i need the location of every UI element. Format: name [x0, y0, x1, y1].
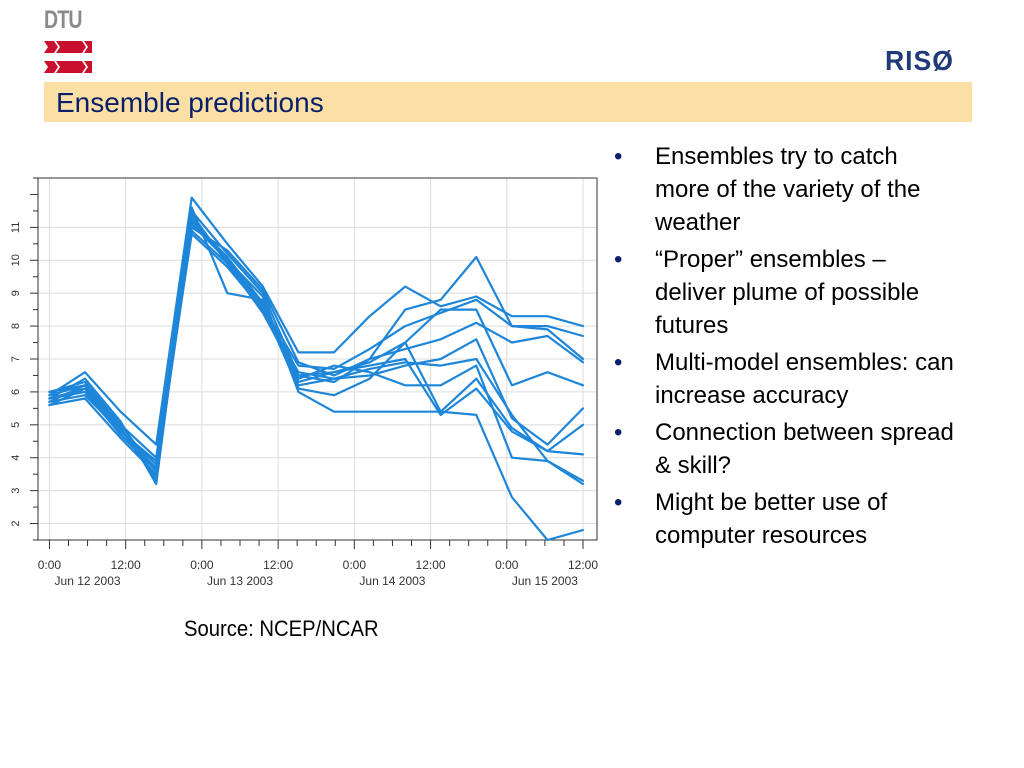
y-tick-label: 6: [10, 389, 22, 395]
bullet-item: • Connection between spread & skill?: [612, 416, 1022, 482]
dtu-emblem-icon: [44, 41, 92, 73]
ensemble-chart: 2 3 4 5 6 7 8 9 10 11 0:00 12:00 0:00 12:00 0:00 12:00 0…: [10, 177, 598, 588]
dtu-logo: DTU: [44, 6, 96, 78]
y-tick-label: 5: [10, 422, 22, 428]
bullet-dot-icon: •: [614, 246, 623, 273]
x-tick-label: 0:00: [495, 558, 519, 572]
y-tick-label: 2: [10, 520, 22, 526]
bullet-line: Connection between spread: [655, 419, 954, 446]
bullet-item: • Ensembles try to catch more of the varie…: [612, 140, 1022, 239]
page-title: Ensemble predictions: [56, 87, 324, 118]
y-tick-label: 8: [10, 323, 22, 329]
x-tick-label: 0:00: [190, 558, 214, 572]
series-line-11: [48, 219, 585, 472]
bullet-list: • Ensembles try to catch more of the varie…: [612, 140, 1022, 556]
bullet-dot-icon: •: [614, 143, 623, 170]
bullet-dot-icon: •: [614, 489, 623, 516]
bullet-line: Might be better use of: [655, 489, 888, 516]
bullet-line: & skill?: [655, 452, 732, 479]
x-date-label: Jun 14 2003: [359, 574, 425, 588]
bullet-item: • Might be better use of computer resource…: [612, 486, 1022, 552]
x-tick-label: 12:00: [416, 558, 446, 572]
bullet-line: futures: [655, 312, 729, 339]
series-line-3: [48, 216, 585, 459]
y-tick-label: 7: [10, 356, 22, 362]
bullet-line: “Proper” ensembles –: [655, 246, 886, 273]
x-date-label: Jun 13 2003: [207, 574, 273, 588]
y-tick-label: 10: [10, 254, 22, 266]
bullet-line: increase accuracy: [655, 382, 849, 409]
bullet-item: • “Proper” ensembles – deliver plume of po…: [612, 243, 1022, 342]
title-bar: Ensemble predictions: [44, 82, 972, 122]
series-line-1: [48, 196, 585, 446]
bullet-line: weather: [655, 209, 741, 236]
bullet-item: • Multi-model ensembles: can increase accu…: [612, 346, 1022, 412]
x-tick-label: 0:00: [38, 558, 62, 572]
y-tick-label: 4: [10, 455, 22, 461]
source-caption: Source: NCEP/NCAR: [184, 616, 379, 641]
dtu-logo-text: DTU: [44, 6, 83, 34]
bullet-line: Multi-model ensembles: can: [655, 349, 954, 376]
bullet-dot-icon: •: [614, 349, 623, 376]
x-date-label: Jun 12 2003: [55, 574, 121, 588]
x-tick-label: 12:00: [568, 558, 598, 572]
series-line-7: [48, 232, 585, 482]
riso-logo: RISØ: [885, 45, 954, 76]
bullet-line: deliver plume of possible: [655, 279, 920, 306]
bullet-line: more of the variety of the: [655, 176, 921, 203]
x-date-label: Jun 15 2003: [512, 574, 578, 588]
series-line-4: [48, 206, 585, 466]
y-tick-label: 9: [10, 290, 22, 296]
x-tick-label: 12:00: [263, 558, 293, 572]
bullet-dot-icon: •: [614, 419, 623, 446]
y-tick-label: 3: [10, 488, 22, 494]
x-tick-label: 0:00: [343, 558, 367, 572]
series-line-5: [48, 226, 585, 472]
bullet-line: Ensembles try to catch: [655, 143, 898, 170]
series-line-9: [48, 222, 585, 542]
y-tick-label: 11: [10, 222, 22, 233]
bullet-line: computer resources: [655, 522, 868, 549]
x-tick-label: 12:00: [111, 558, 141, 572]
